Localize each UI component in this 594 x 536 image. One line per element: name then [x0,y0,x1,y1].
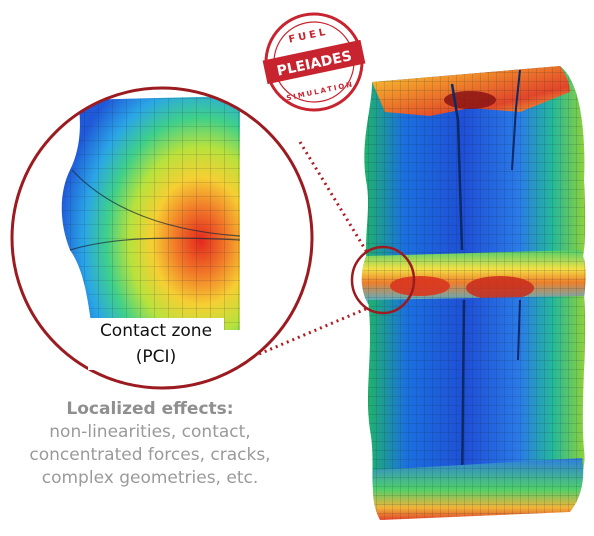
caption-heading: Localized effects: [66,399,234,419]
contact-zone-abbrev: (PCI) [135,347,177,367]
localized-effects-caption: Localized effects: non-linearities, cont… [0,398,300,490]
contact-highlight-circle [350,245,416,315]
caption-line-3: complex geometries, etc. [41,468,259,488]
pleiades-logo: FUEL PLEIADES SIMULATION [262,12,366,112]
contact-zone-title: Contact zone [99,321,213,341]
contact-zone-label: Contact zone (PCI) [88,318,224,370]
caption-line-1: non-linearities, contact, [49,422,251,442]
pellet-stack [350,66,586,520]
caption-line-2: concentrated forces, cracks, [29,445,271,465]
zoom-circle [10,86,314,390]
